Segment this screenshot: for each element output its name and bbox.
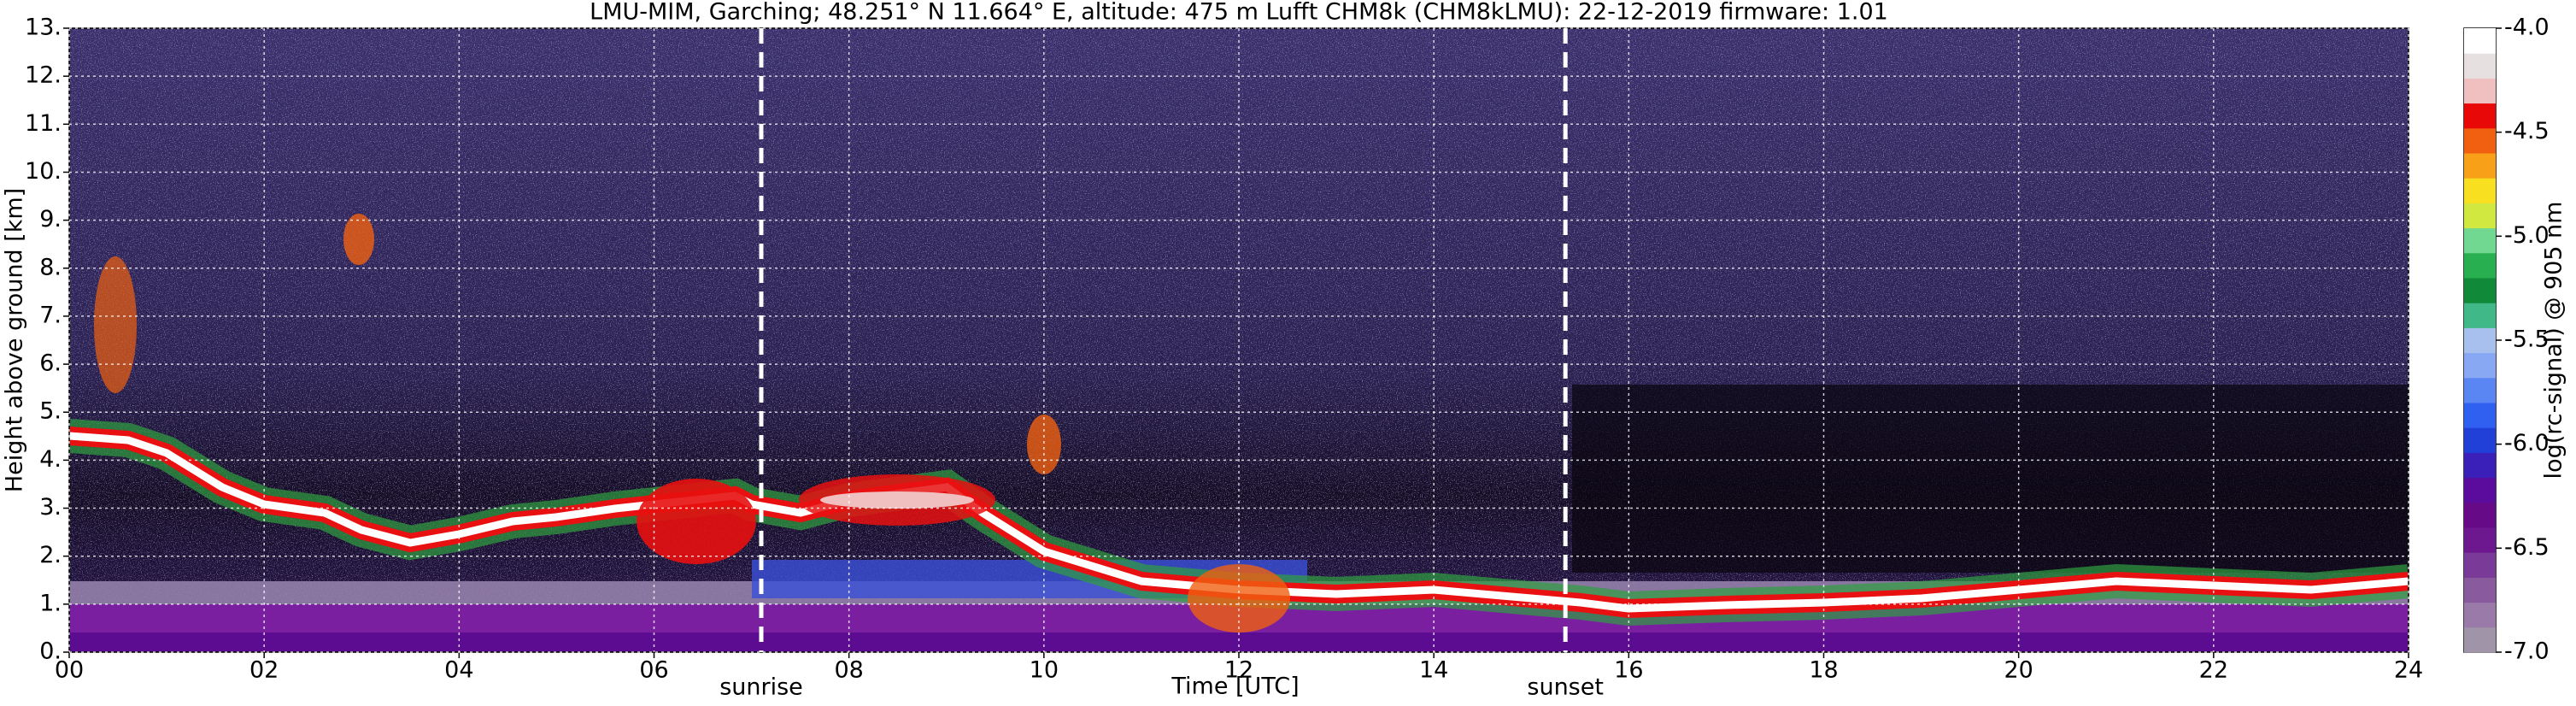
colorbar-tick-label: -4.5 [2504, 118, 2550, 144]
colorbar-segment [2464, 278, 2496, 303]
colorbar-segment [2464, 127, 2496, 154]
colorbar-tick-label: -4.0 [2504, 15, 2550, 41]
colorbar-segment [2464, 477, 2496, 503]
x-tick-label: 18 [1809, 657, 1838, 684]
x-tick-label: 06 [639, 657, 668, 684]
x-tick-label: 20 [2004, 657, 2033, 684]
colorbar-segment [2464, 78, 2496, 104]
colorbar-segment [2464, 452, 2496, 479]
colorbar-segment [2464, 153, 2496, 179]
x-axis-label: Time [UTC] [1171, 674, 1299, 700]
y-tick-label: 3. [39, 494, 62, 521]
y-tick-label: 8. [39, 254, 62, 280]
x-tick-label: 24 [2394, 657, 2423, 684]
y-tick-label: 1. [39, 590, 62, 616]
colorbar-segment [2464, 427, 2496, 453]
colorbar-label: log(rc-signal) @ 905 nm [2541, 202, 2567, 479]
colorbar-segment [2464, 377, 2496, 403]
annotation-label: sunrise [719, 674, 803, 701]
x-tick-label: 12 [1224, 657, 1253, 684]
colorbar-segment [2464, 502, 2496, 528]
x-tick-label: 16 [1614, 657, 1643, 684]
colorbar-tick-label: -6.5 [2504, 534, 2550, 561]
colorbar-segment [2464, 28, 2496, 54]
colorbar-segment [2464, 252, 2496, 279]
x-tick-label: 00 [55, 657, 84, 684]
colorbar-segment [2464, 303, 2496, 328]
y-axis-label: Height above ground [km] [2, 188, 28, 492]
colorbar-segment [2464, 552, 2496, 578]
colorbar-segment [2464, 577, 2496, 603]
y-tick-label: 12. [25, 62, 62, 89]
y-tick-label: 0. [39, 638, 62, 665]
y-tick-label: 7. [39, 302, 62, 328]
colorbar-tick-label: -7.0 [2504, 638, 2550, 665]
colorbar-segment [2464, 227, 2496, 254]
y-tick-label: 9. [39, 206, 62, 232]
colorbar-tick-label: -5.0 [2504, 222, 2550, 249]
colorbar-segment [2464, 103, 2496, 129]
x-tick-label: 02 [249, 657, 279, 684]
y-tick-label: 10. [25, 158, 62, 185]
colorbar-tick-label: -5.5 [2504, 327, 2550, 353]
colorbar-segment [2464, 327, 2496, 354]
x-tick-label: 08 [834, 657, 863, 684]
colorbar-segment [2464, 627, 2496, 653]
colorbar-segment [2464, 352, 2496, 379]
y-tick-label: 11. [25, 110, 62, 137]
y-tick-label: 6. [39, 350, 62, 377]
x-tick-label: 14 [1419, 657, 1448, 684]
colorbar-segment [2464, 527, 2496, 553]
annotation-label: sunset [1527, 674, 1604, 701]
x-tick-label: 10 [1030, 657, 1059, 684]
colorbar-segment [2464, 602, 2496, 628]
colorbar-tick-label: -6.0 [2504, 430, 2550, 456]
chart-title: LMU-MIM, Garching; 48.251° N 11.664° E, … [590, 0, 1888, 26]
colorbar-segment [2464, 403, 2496, 428]
y-tick-label: 13. [25, 15, 62, 41]
y-tick-label: 2. [39, 542, 62, 568]
colorbar-segment [2464, 53, 2496, 79]
x-tick-label: 22 [2199, 657, 2228, 684]
y-tick-label: 4. [39, 446, 62, 473]
x-tick-label: 04 [444, 657, 473, 684]
y-tick-label: 5. [39, 398, 62, 425]
colorbar-segment [2464, 178, 2496, 203]
colorbar-segment [2464, 203, 2496, 229]
